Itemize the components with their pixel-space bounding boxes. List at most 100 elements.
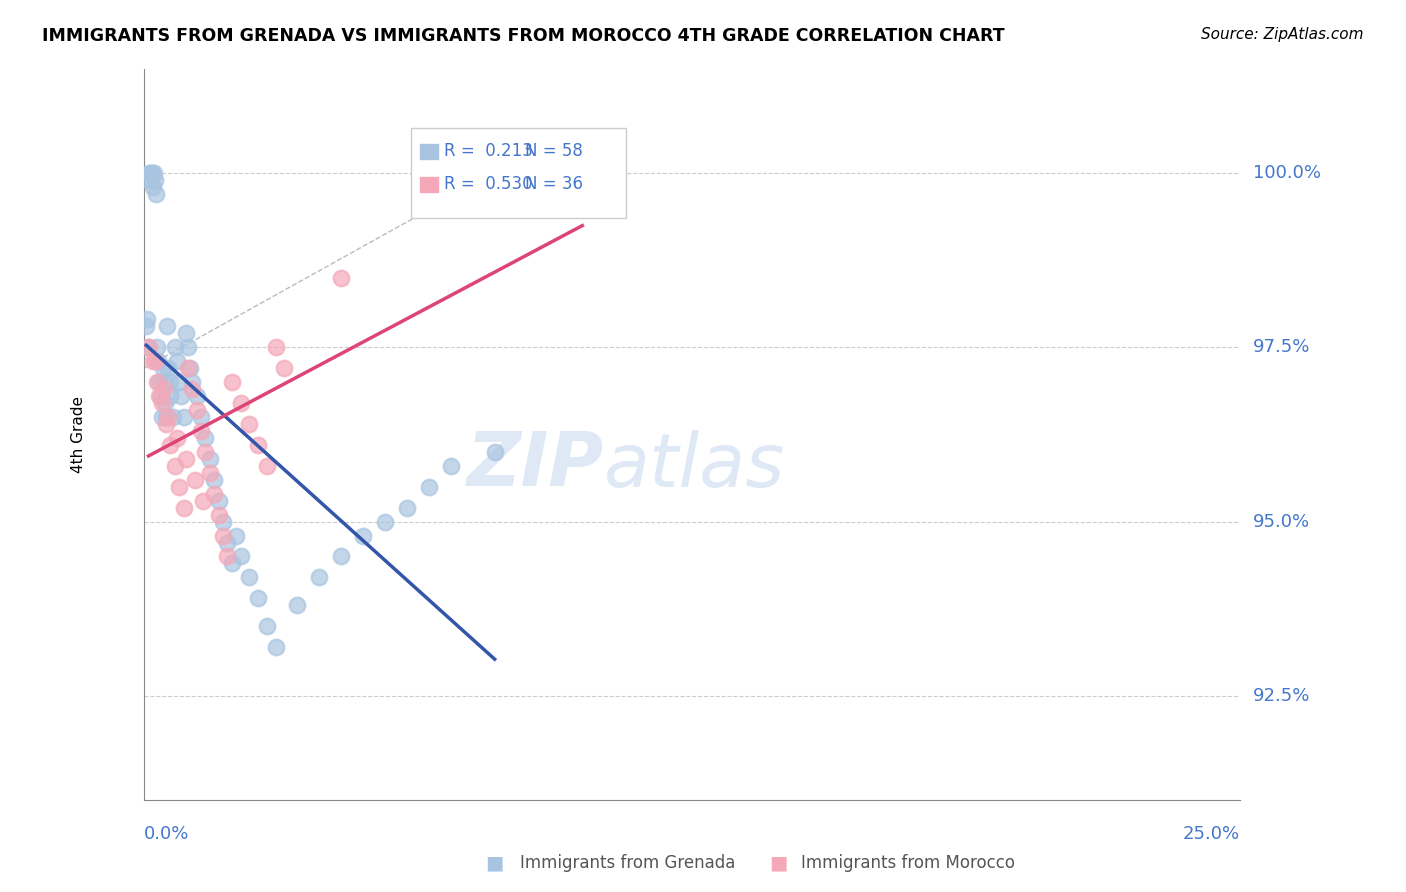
Point — [217, 535, 239, 549]
Point — [142, 166, 165, 180]
Point — [186, 403, 208, 417]
Point — [166, 354, 188, 368]
Point — [225, 528, 247, 542]
Point — [212, 515, 235, 529]
Text: 95.0%: 95.0% — [1253, 513, 1310, 531]
Point — [221, 375, 243, 389]
Point — [396, 500, 419, 515]
Text: 97.5%: 97.5% — [1253, 338, 1310, 356]
Point — [229, 549, 252, 564]
Point — [179, 361, 201, 376]
Point — [143, 173, 166, 187]
Point — [139, 166, 162, 180]
Point — [183, 473, 205, 487]
Point — [264, 340, 287, 354]
Point — [207, 508, 229, 522]
Point — [212, 528, 235, 542]
Point — [135, 312, 157, 326]
Point — [157, 361, 180, 376]
Point — [207, 493, 229, 508]
Point — [198, 451, 221, 466]
Point — [145, 186, 167, 201]
Point — [273, 361, 295, 376]
Point — [221, 557, 243, 571]
Point — [146, 354, 169, 368]
Point — [247, 438, 270, 452]
Point — [148, 389, 170, 403]
Point — [193, 493, 215, 508]
Point — [149, 389, 172, 403]
Text: 92.5%: 92.5% — [1253, 687, 1310, 705]
FancyBboxPatch shape — [420, 177, 437, 192]
Point — [440, 458, 463, 473]
Text: ZIP: ZIP — [467, 429, 605, 502]
Point — [352, 528, 374, 542]
Point — [190, 424, 212, 438]
Text: N = 58: N = 58 — [526, 143, 583, 161]
Point — [138, 173, 160, 187]
Point — [194, 431, 217, 445]
Text: 4th Grade: 4th Grade — [70, 396, 86, 473]
Point — [330, 549, 353, 564]
Point — [163, 458, 186, 473]
Point — [155, 410, 177, 425]
Point — [238, 417, 260, 431]
Point — [159, 389, 181, 403]
Point — [146, 375, 169, 389]
Point — [256, 619, 278, 633]
Point — [138, 340, 160, 354]
Point — [217, 549, 239, 564]
Point — [181, 382, 204, 396]
Point — [174, 326, 197, 341]
Point — [146, 340, 169, 354]
Point — [174, 451, 197, 466]
Point — [150, 410, 173, 425]
Point — [159, 375, 181, 389]
Point — [229, 396, 252, 410]
Point — [142, 354, 165, 368]
Point — [135, 319, 157, 334]
Point — [162, 410, 184, 425]
Point — [181, 375, 204, 389]
Point — [142, 180, 165, 194]
Point — [157, 410, 180, 425]
Point — [264, 640, 287, 654]
Point — [153, 382, 176, 396]
Point — [170, 389, 193, 403]
Point — [136, 340, 159, 354]
Point — [308, 570, 330, 584]
Point — [153, 375, 176, 389]
Point — [156, 319, 179, 334]
Point — [152, 361, 174, 376]
Point — [148, 375, 170, 389]
Point — [202, 487, 225, 501]
Text: 100.0%: 100.0% — [1253, 164, 1320, 182]
Point — [173, 500, 195, 515]
Point — [194, 445, 217, 459]
Point — [247, 591, 270, 606]
Text: R =  0.530: R = 0.530 — [444, 175, 533, 194]
Point — [177, 361, 200, 376]
Text: IMMIGRANTS FROM GRENADA VS IMMIGRANTS FROM MOROCCO 4TH GRADE CORRELATION CHART: IMMIGRANTS FROM GRENADA VS IMMIGRANTS FR… — [42, 27, 1005, 45]
Point — [186, 389, 208, 403]
Point — [173, 410, 195, 425]
Point — [159, 438, 181, 452]
Point — [167, 375, 190, 389]
Point — [256, 458, 278, 473]
Point — [330, 270, 353, 285]
Point — [374, 515, 396, 529]
Point — [141, 166, 163, 180]
FancyBboxPatch shape — [420, 144, 437, 159]
Text: Immigrants from Grenada: Immigrants from Grenada — [520, 855, 735, 872]
Point — [238, 570, 260, 584]
Point — [418, 480, 440, 494]
Point — [571, 152, 593, 166]
Text: ■: ■ — [769, 854, 787, 872]
Text: 0.0%: 0.0% — [145, 825, 190, 843]
Point — [150, 396, 173, 410]
Point — [484, 445, 506, 459]
Text: N = 36: N = 36 — [526, 175, 583, 194]
Point — [153, 396, 176, 410]
Point — [143, 354, 166, 368]
Text: R =  0.213: R = 0.213 — [444, 143, 533, 161]
